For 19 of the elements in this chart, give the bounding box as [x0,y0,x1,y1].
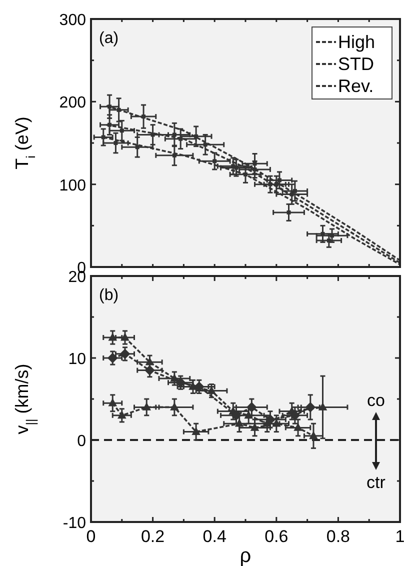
legend-label: Rev. [338,76,374,96]
y-tick-label: 0 [77,433,86,450]
x-tick-label: 0.6 [264,527,288,546]
x-tick-label: 0.4 [202,527,226,546]
x-axis-title: ρ [240,545,252,566]
x-tick-label: 1 [395,527,404,546]
y-tick-label: 100 [59,177,86,194]
annotation: (b) [99,287,119,304]
x-tick-label: 0.2 [140,527,165,546]
annotation: (a) [99,30,119,47]
y-tick-label: 200 [59,94,86,112]
y-tick-label: -10 [62,515,86,532]
legend-label: STD [338,54,374,74]
legend-label: High [338,32,376,52]
x-tick-label: 0.8 [326,527,350,546]
y-tick-label: 10 [68,351,86,368]
annotation: ctr [366,473,386,492]
y-tick-label: 300 [59,12,86,29]
annotation: co [367,391,385,410]
